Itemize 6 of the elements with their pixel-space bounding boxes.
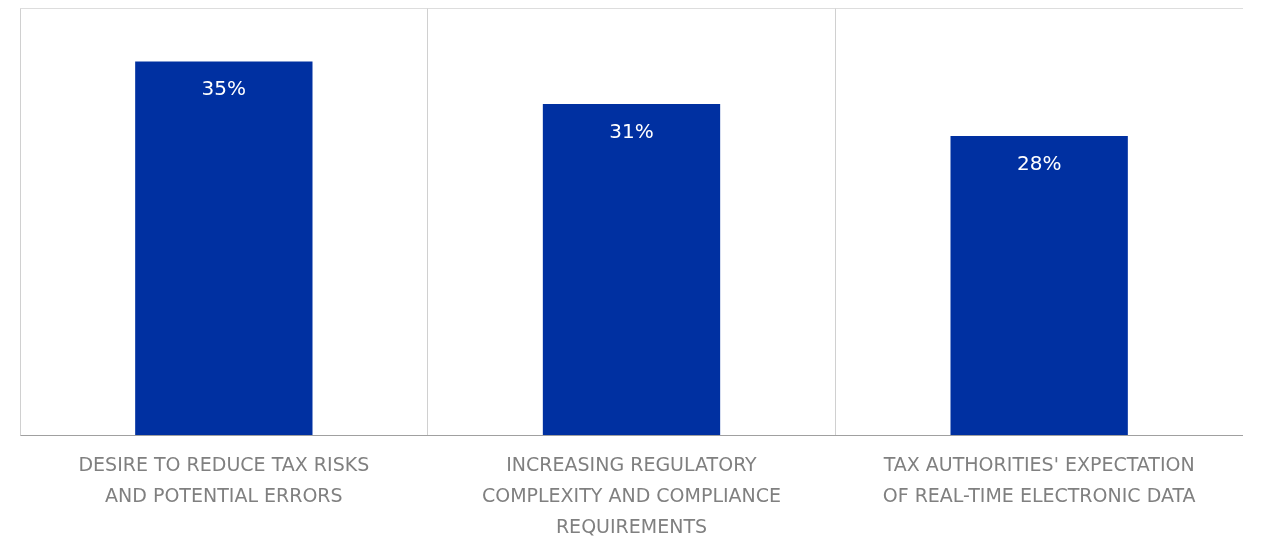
- data-label: 31%: [609, 119, 654, 144]
- x-tick-label: TAX AUTHORITIES' EXPECTATION OF REAL-TIME ELECTRONIC DATA: [882, 452, 1196, 506]
- x-tick-label: INCREASING REGULATORY COMPLEXITY AND COMPLIANCE REQUIREMENTS: [481, 452, 782, 537]
- data-label: 28%: [1016, 151, 1062, 176]
- x-tick-label: DESIRE TO REDUCE TAX RISKS AND POTENTIAL ERRORS: [78, 452, 370, 506]
- data-label: 35%: [201, 76, 247, 101]
